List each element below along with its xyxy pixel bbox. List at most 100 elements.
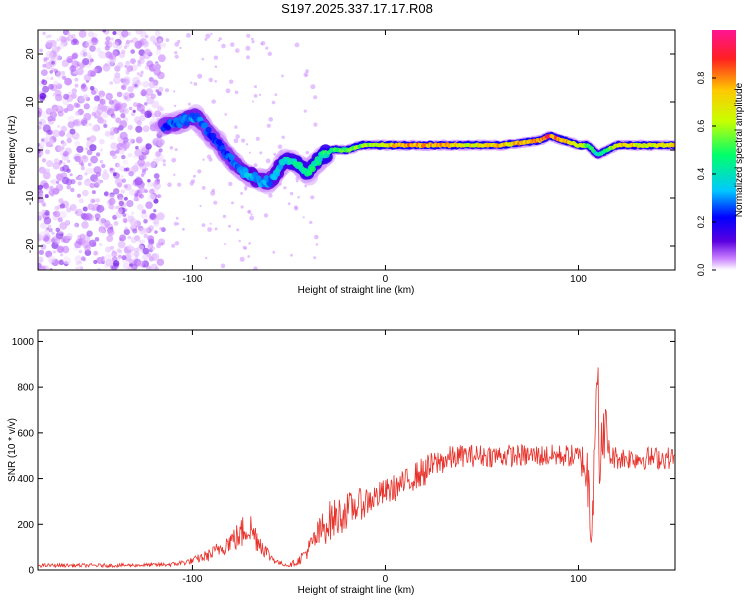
spectrogram-noise-point xyxy=(249,215,255,221)
spectrogram-noise-point xyxy=(39,198,45,203)
spectrogram-y-ticks: -20 -10 0 10 20 xyxy=(25,48,675,253)
spectrogram-noise-point xyxy=(127,152,133,158)
spectrogram-noise-point xyxy=(99,148,103,152)
spectrogram-noise-point xyxy=(59,203,66,209)
spectrogram-noise-point xyxy=(105,253,112,261)
spectrogram-noise-point xyxy=(76,145,84,153)
spectrogram-noise-point xyxy=(186,33,191,38)
spectrogram-noise-point xyxy=(60,125,68,133)
spectrogram-noise-point xyxy=(136,120,142,126)
spectrogram-noise-point xyxy=(42,203,47,207)
spectrogram-noise-point xyxy=(145,93,150,98)
spectrogram-noise-point xyxy=(138,260,145,267)
spectrogram-noise-point xyxy=(117,240,126,249)
spectrogram-noise-point xyxy=(141,154,147,160)
spectrogram-noise-point xyxy=(38,118,46,126)
spectrogram-noise-point xyxy=(197,73,203,79)
spectrogram-noise-point xyxy=(98,242,103,247)
spectrogram-noise-point xyxy=(294,42,300,48)
spectrogram-noise-point xyxy=(57,124,61,128)
spectrogram-noise-point xyxy=(50,76,54,81)
spectrogram-noise-point xyxy=(56,245,65,254)
spectrogram-noise-point xyxy=(62,161,66,165)
spectrogram-noise-point xyxy=(127,124,133,131)
spectrogram-noise-point xyxy=(45,76,50,81)
spectrogram-noise-point xyxy=(281,74,284,78)
spectrogram-x-tick-label: 100 xyxy=(570,274,587,285)
spectrogram-noise-point xyxy=(49,185,54,191)
snr-y-tick-label: 1000 xyxy=(12,337,35,348)
spectrogram-noise-point xyxy=(48,34,52,38)
spectrogram-noise-point xyxy=(157,238,166,246)
spectrogram-noise-point xyxy=(40,267,45,270)
spectrogram-noise-point xyxy=(267,51,272,56)
spectrogram-noise-point xyxy=(190,81,193,84)
spectrogram-noise-point xyxy=(81,118,88,125)
spectrogram-noise-point xyxy=(60,253,64,257)
spectrogram-noise-point xyxy=(55,82,63,90)
spectrogram-noise-point xyxy=(132,102,138,108)
spectrogram-noise-point xyxy=(155,151,161,158)
spectrogram-noise-point xyxy=(83,73,92,82)
spectrogram-noise-point xyxy=(127,235,132,240)
spectrogram-noise-point xyxy=(103,191,109,196)
spectrogram-noise-point xyxy=(80,162,85,167)
spectrogram-noise-point xyxy=(87,162,92,167)
spectrogram-noise-point xyxy=(133,196,139,202)
spectrogram-noise-point xyxy=(201,57,205,61)
spectrogram-noise-point xyxy=(271,100,276,105)
spectrogram-noise-point xyxy=(153,173,160,179)
spectrogram-noise-point xyxy=(124,208,128,212)
spectrogram-noise-point xyxy=(82,189,89,197)
spectrogram-noise-point xyxy=(69,128,76,135)
spectrogram-noise-point xyxy=(293,205,298,210)
spectrogram-noise-point xyxy=(123,167,128,172)
spectrogram-noise-point xyxy=(71,34,76,39)
spectrogram-noise-point xyxy=(86,230,93,237)
spectrogram-noise-point xyxy=(174,241,180,246)
spectrogram-noise-point xyxy=(124,226,128,231)
spectrogram-noise-point xyxy=(47,224,52,229)
spectrogram-noise-point xyxy=(187,102,191,106)
spectrogram-noise-point xyxy=(199,204,202,208)
spectrogram-noise-point xyxy=(202,158,205,161)
spectrogram-noise-point xyxy=(240,191,244,195)
spectrogram-noise-point xyxy=(120,113,126,119)
spectrogram-noise-point xyxy=(89,144,97,152)
spectrogram-noise-point xyxy=(48,189,55,196)
spectrogram-noise-point xyxy=(206,154,212,159)
spectrogram-noise-point xyxy=(239,256,245,262)
spectrogram-noise-point xyxy=(78,249,83,254)
spectrogram-noise-point xyxy=(81,85,88,92)
snr-x-label: Height of straight line (km) xyxy=(298,585,415,596)
spectrogram-noise-point xyxy=(66,103,74,112)
spectrogram-noise-point xyxy=(149,213,157,220)
spectrogram-noise-point xyxy=(102,63,111,72)
spectrogram-noise-point xyxy=(86,137,91,141)
spectrogram-noise-point xyxy=(142,253,149,261)
spectrogram-noise-point xyxy=(121,154,126,160)
spectrogram-noise-point xyxy=(44,194,49,199)
spectrogram-noise-point xyxy=(145,201,153,209)
spectrogram-noise-point xyxy=(75,208,83,217)
spectrogram-noise-point xyxy=(108,99,114,105)
spectrogram-noise-point xyxy=(85,40,93,48)
spectrogram-x-tick-label: -100 xyxy=(182,274,202,285)
spectrogram-y-tick-label: -10 xyxy=(25,190,36,205)
spectrogram-noise-point xyxy=(141,239,146,244)
spectrogram-noise-point xyxy=(38,142,45,149)
spectrogram-noise-point xyxy=(225,88,231,94)
spectrogram-noise-point xyxy=(119,131,128,140)
spectrogram-noise-point xyxy=(128,170,134,177)
spectrogram-noise-point xyxy=(61,245,70,254)
spectrogram-noise-point xyxy=(67,115,75,123)
spectrogram-noise-point xyxy=(144,102,148,106)
spectrogram-noise-point xyxy=(147,243,154,250)
spectrogram-noise-point xyxy=(143,227,149,234)
colorbar-label: Normalized spectral amplitude xyxy=(734,82,745,217)
spectrogram-noise-point xyxy=(131,182,136,186)
spectrogram-noise-point xyxy=(313,95,318,100)
spectrogram-noise-point xyxy=(74,140,80,147)
spectrogram-noise-point xyxy=(53,210,61,218)
